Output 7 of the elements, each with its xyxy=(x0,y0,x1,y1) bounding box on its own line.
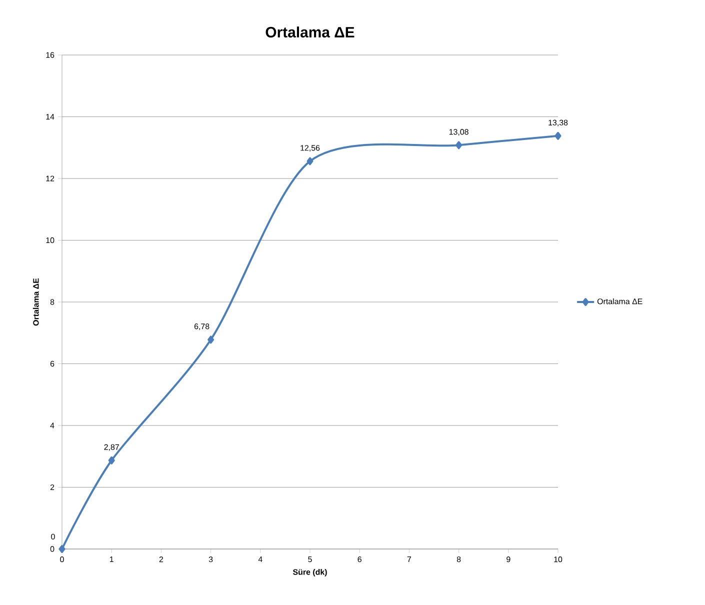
point xyxy=(306,157,314,166)
point xyxy=(208,336,214,344)
point xyxy=(58,545,66,553)
point xyxy=(554,132,562,140)
point xyxy=(108,456,115,464)
chart-title: Ortalama ΔE xyxy=(266,26,354,38)
point xyxy=(456,141,462,150)
